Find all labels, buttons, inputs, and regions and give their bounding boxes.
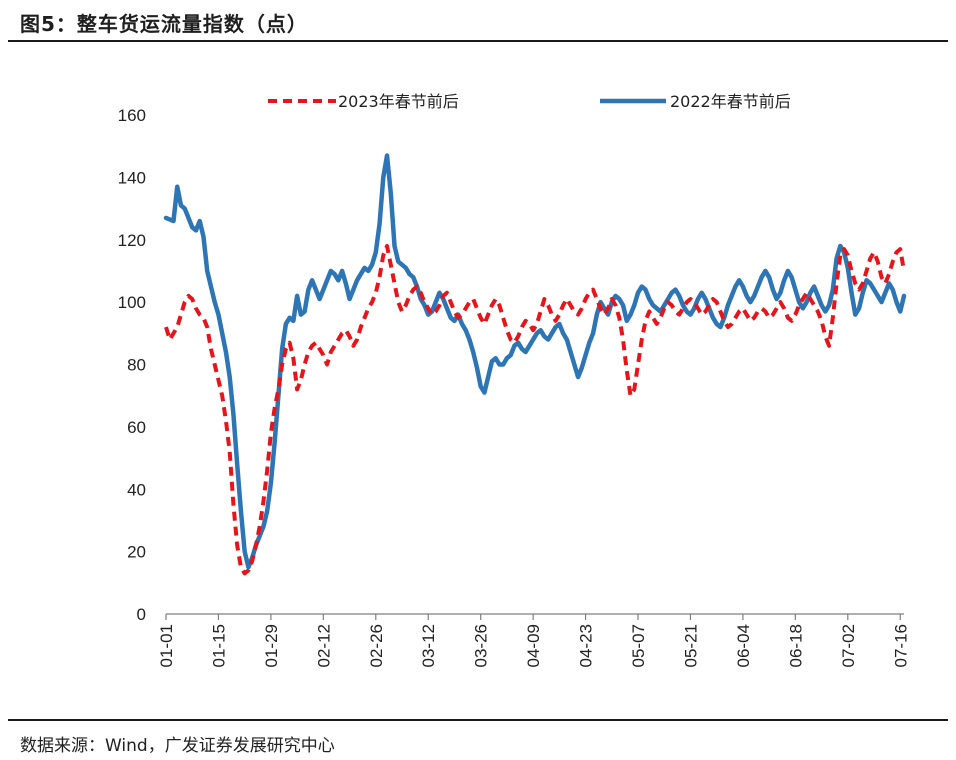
x-tick-label: 02-12 xyxy=(314,624,333,667)
series-layer xyxy=(163,153,907,576)
y-tick-label: 100 xyxy=(118,293,146,312)
y-tick-label: 60 xyxy=(127,418,146,437)
x-tick-label: 01-15 xyxy=(209,624,228,667)
x-tick-label: 05-07 xyxy=(629,624,648,667)
legend-label-2023: 2023年春节前后 xyxy=(338,92,459,111)
x-tick-label: 01-01 xyxy=(157,624,176,667)
figure-title: 图5：整车货运流量指数（点） xyxy=(20,12,308,36)
y-tick-label: 140 xyxy=(118,168,146,187)
chart-axes: 0 20 40 60 80 100 120 140 160 01-01 01-15 01-29 02-1… xyxy=(118,106,911,667)
x-tick-label: 03-12 xyxy=(419,624,438,667)
line-chart: 0 20 40 60 80 100 120 140 160 01-01 01-15 01-29 02-1… xyxy=(118,92,911,667)
x-tick-label: 03-26 xyxy=(472,624,491,667)
y-tick-label: 40 xyxy=(127,480,146,499)
y-tick-label: 80 xyxy=(127,356,146,375)
y-tick-label: 0 xyxy=(137,605,146,624)
x-tick-label: 01-29 xyxy=(262,624,281,667)
x-tick-label: 06-04 xyxy=(734,624,753,667)
y-tick-label: 160 xyxy=(118,106,146,125)
series-line-2022 xyxy=(163,153,907,570)
top-rule xyxy=(8,40,948,42)
y-tick-label: 20 xyxy=(127,543,146,562)
y-tick-label: 120 xyxy=(118,231,146,250)
x-tick-label: 07-02 xyxy=(839,624,858,667)
x-tick-label: 04-09 xyxy=(524,624,543,667)
x-tick-label: 06-18 xyxy=(786,624,805,667)
x-tick-label: 05-21 xyxy=(681,624,700,667)
bottom-rule xyxy=(8,719,948,721)
series-line-2023 xyxy=(164,243,906,576)
legend-label-2022: 2022年春节前后 xyxy=(670,92,791,111)
x-tick-label: 02-26 xyxy=(367,624,386,667)
chart-legend: 2023年春节前后 2022年春节前后 xyxy=(268,92,791,111)
source-note: 数据来源：Wind，广发证券发展研究中心 xyxy=(20,736,335,756)
x-tick-label: 04-23 xyxy=(577,624,596,667)
x-tick-label: 07-16 xyxy=(891,624,910,667)
